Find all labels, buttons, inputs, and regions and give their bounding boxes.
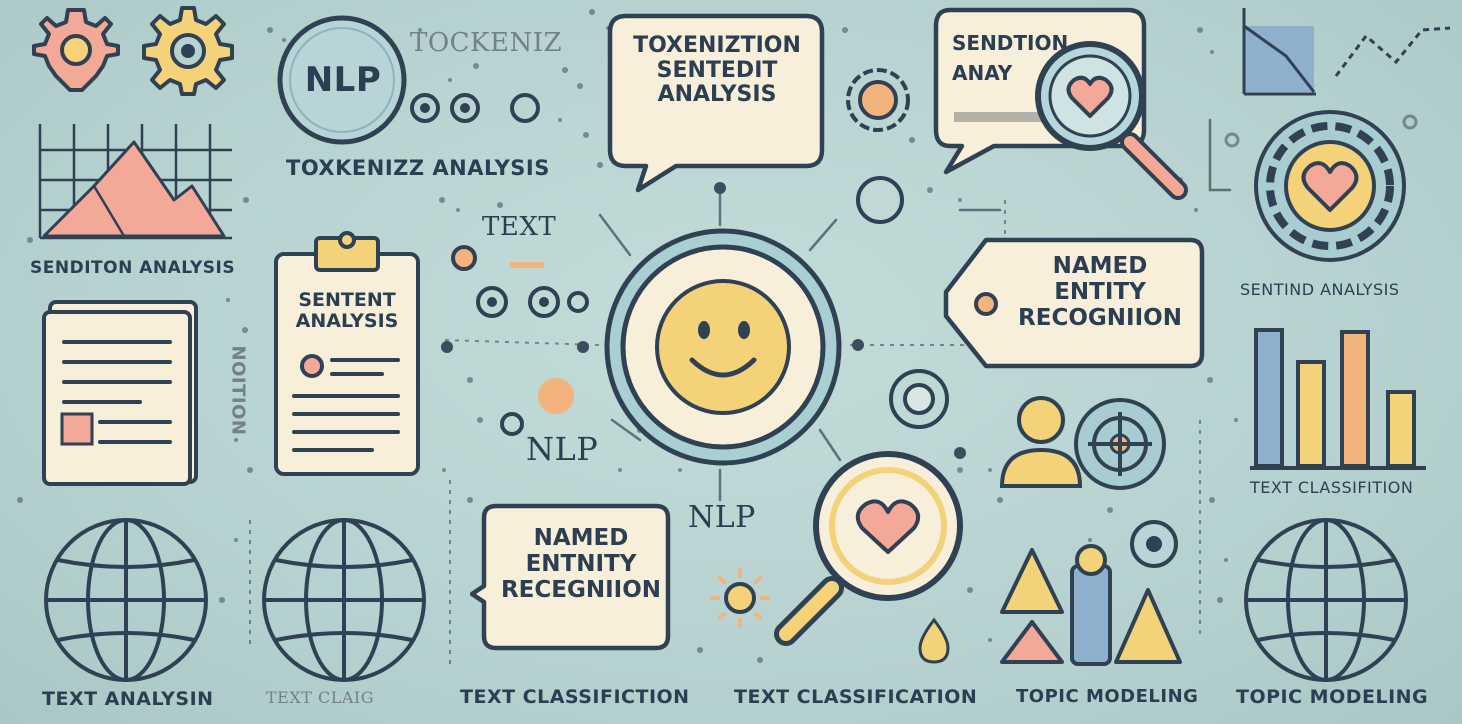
nlp-label: NLP [526, 430, 599, 468]
bubble-line: ANAY [952, 61, 1013, 86]
magnifier-heart-icon [1035, 41, 1188, 200]
bubble-line: NAMED [533, 525, 629, 551]
small-rings-icon [451, 245, 589, 318]
text-analysin-label: TEXT ANALYSIN [42, 688, 214, 710]
user-icon [999, 396, 1083, 488]
ring-icon [1130, 520, 1178, 568]
senditon-label: SENDITON ANALYSIS [30, 258, 236, 278]
heart-badge-icon [1254, 110, 1406, 262]
bubble-line: ENTNITY [525, 550, 637, 577]
named-entity-top-text: NAMED ENTITY RECOGNIION [1000, 253, 1200, 331]
smiley-face-icon [604, 228, 842, 466]
magnifier-heart-icon [774, 451, 963, 646]
dots-icon [500, 378, 574, 436]
mountain-chart-icon [38, 124, 232, 240]
tag-icon [943, 237, 1205, 369]
sendtion-bubble-text: SENDTION ANAY [952, 31, 1069, 86]
bubble-line: NAMED [1052, 253, 1148, 279]
clipboard-text: SENTENT ANALYSIS [276, 289, 418, 333]
ring-icon [856, 176, 904, 224]
text-classifition-label: TEXT CLASSIFITION [1250, 478, 1414, 497]
clipboard-icon [274, 231, 420, 476]
speech-bubble [607, 13, 825, 193]
bubble-line: TOXENIZTION [633, 33, 801, 58]
bubble-line: ANALYSIS [657, 82, 777, 108]
sentind-label: SENTIND ANALYSIS [1240, 280, 1400, 299]
topic-modeling-label: TOPIC MODELING [1016, 686, 1199, 707]
bubble-line: RECOGNIION [1018, 304, 1182, 331]
document-icon [42, 300, 198, 486]
nlp-badge [277, 15, 407, 145]
target-ring-icon [889, 369, 949, 429]
text-mid-label: TEXT [482, 212, 557, 242]
bubble-line: SENDTION [952, 31, 1069, 55]
globe-icon [1244, 518, 1408, 682]
toxenization-bubble-text: TOXENIZTION SENTEDIT ANALYSIS [612, 33, 822, 108]
shapes-icon [1000, 544, 1182, 666]
bubble-line: RECEGNIION [500, 576, 662, 603]
bubble-line: ENTITY [1054, 278, 1146, 305]
bubble-line: SENTEDIT [656, 57, 778, 83]
text-classification-label: TEXT CLASSIFICATION [734, 686, 978, 708]
speech-bubble [470, 503, 671, 651]
named-entity-bottom-text: NAMED ENTNITY RECEGNIION [488, 525, 674, 603]
nlp-badge-label: NLP [304, 60, 382, 100]
text-classifiction-label: TEXT CLASSIFICTION [460, 686, 690, 708]
text-claig-label: TEXT CLAIG [266, 688, 375, 707]
clipboard-line: ANALYSIS [295, 310, 399, 333]
target-icon [1074, 398, 1166, 490]
tokeniz-faded-label: TOCKENIZ [410, 28, 563, 58]
toxkenizz-label: TOXKENIZZ ANALYSIS [286, 156, 550, 180]
gear-ring-icon [846, 68, 910, 132]
vertical-label: NOITION [227, 345, 249, 436]
gear-icon [32, 8, 120, 92]
globe-icon [262, 518, 426, 682]
bar-chart-icon [1250, 328, 1426, 470]
nlp-label: NLP [688, 500, 756, 535]
sun-icon [710, 568, 770, 628]
gear-icon [142, 6, 234, 96]
drop-icon [918, 617, 950, 664]
line-chart-icon [1242, 8, 1451, 96]
topic-modeling-label: TOPIC MODELING [1236, 686, 1429, 708]
globe-icon [44, 518, 208, 682]
clipboard-line: SENTENT [298, 289, 396, 311]
rings-icon [410, 93, 540, 123]
